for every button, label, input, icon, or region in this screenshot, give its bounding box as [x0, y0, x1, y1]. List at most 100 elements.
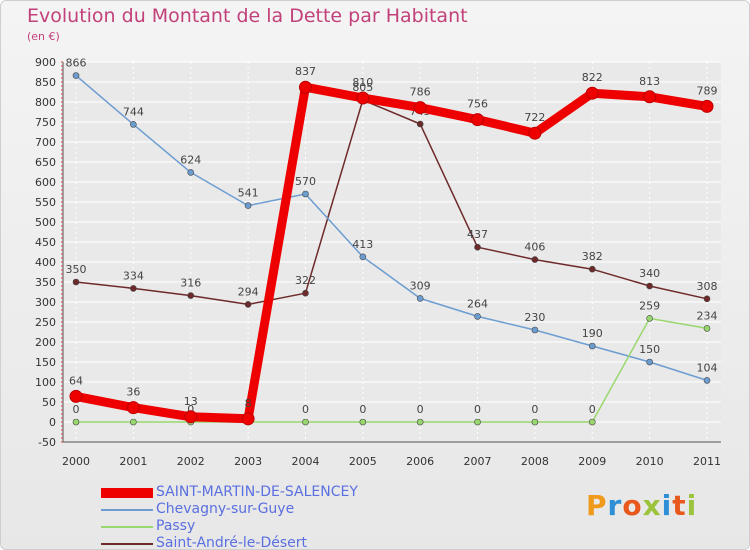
data-point [130, 121, 137, 128]
data-label: 350 [66, 263, 87, 276]
data-label: 437 [467, 228, 488, 241]
y-tick-label: 800 [35, 96, 56, 109]
data-label: 316 [180, 277, 201, 290]
x-tick-label: 2009 [578, 455, 606, 468]
data-label: 413 [352, 238, 373, 251]
logo-letter: x [642, 489, 662, 522]
data-point [588, 265, 596, 273]
legend-label: Saint-André-le-Désert [156, 535, 308, 550]
data-label: 805 [352, 81, 373, 94]
data-point [700, 99, 714, 113]
series-line [75, 99, 708, 306]
chart-title: Evolution du Montant de la Dette par Hab… [27, 5, 468, 27]
data-label: 230 [524, 311, 545, 324]
data-point [244, 202, 252, 209]
data-point [302, 289, 309, 297]
y-tick-label: 850 [35, 76, 56, 89]
y-tick-label: 700 [35, 136, 56, 149]
data-point [130, 285, 137, 292]
x-tick-label: 2008 [521, 455, 549, 468]
proxiti-logo: Proxiti [586, 489, 697, 522]
y-tick-label: -50 [38, 436, 56, 449]
data-point [703, 325, 711, 332]
data-point [528, 126, 542, 140]
x-tick-label: 2005 [349, 455, 377, 468]
data-label: 822 [582, 71, 603, 84]
data-point [298, 80, 312, 94]
data-label: 322 [295, 274, 316, 287]
y-tick-label: 200 [35, 336, 56, 349]
y-tick-label: 400 [35, 256, 56, 269]
logo-letter: r [607, 489, 623, 522]
data-label: 570 [295, 175, 316, 188]
y-tick-label: 300 [35, 296, 56, 309]
data-point [126, 401, 140, 415]
data-label: 264 [467, 297, 488, 310]
data-label: 294 [238, 285, 259, 298]
data-point [356, 91, 370, 105]
legend-label: Passy [156, 518, 196, 534]
data-label: 0 [474, 403, 481, 416]
data-label: 13 [184, 395, 198, 408]
data-label: 64 [69, 374, 83, 387]
data-label: 789 [697, 84, 718, 97]
series-line [75, 317, 708, 423]
data-point [703, 295, 711, 303]
logo-letter: i [661, 489, 673, 522]
data-point [474, 243, 481, 251]
data-point [588, 342, 596, 350]
x-tick-label: 2011 [693, 455, 721, 468]
unit-label: (en €) [27, 30, 60, 43]
x-tick-label: 2004 [291, 455, 319, 468]
y-tick-label: 500 [35, 216, 56, 229]
y-tick-label: 600 [35, 176, 56, 189]
data-point [359, 418, 367, 426]
data-point [531, 256, 539, 263]
data-point [302, 190, 309, 198]
y-tick-label: 550 [35, 196, 56, 209]
y-tick-label: 100 [35, 376, 56, 389]
data-label: 8 [245, 397, 252, 410]
data-label: 150 [639, 343, 660, 356]
data-label: 866 [66, 57, 87, 70]
data-label: 624 [180, 153, 201, 166]
data-label: 813 [639, 75, 660, 88]
data-point [244, 301, 252, 308]
data-point [531, 418, 539, 426]
y-tick-label: 250 [35, 316, 56, 329]
data-point [585, 86, 599, 100]
y-tick-label: 350 [35, 276, 56, 289]
data-point [646, 315, 653, 322]
data-label: 382 [582, 250, 603, 263]
data-point [531, 326, 539, 334]
data-label: 104 [697, 361, 718, 374]
data-point [703, 377, 711, 384]
data-point [646, 358, 653, 366]
data-point [471, 113, 485, 127]
data-label: 744 [123, 105, 144, 118]
data-point [474, 313, 481, 320]
data-point [241, 412, 255, 426]
y-tick-label: 650 [35, 156, 56, 169]
data-label: 837 [295, 65, 316, 78]
y-tick-label: 900 [35, 56, 56, 69]
data-label: 810 [352, 76, 373, 89]
data-label: 406 [524, 241, 545, 254]
data-point [643, 90, 657, 104]
x-tick-label: 2006 [406, 455, 434, 468]
data-point [646, 282, 653, 290]
data-label: 0 [73, 403, 80, 416]
data-point [416, 418, 424, 426]
data-point [72, 278, 80, 286]
data-point [187, 169, 195, 176]
legend-swatch [101, 543, 153, 545]
legend-label: Chevagny-sur-Guye [156, 501, 295, 517]
x-tick-label: 2001 [119, 455, 147, 468]
x-tick-label: 2003 [234, 455, 262, 468]
x-tick-label: 2010 [636, 455, 664, 468]
data-point [72, 418, 80, 426]
y-tick-label: 450 [35, 236, 56, 249]
data-point [416, 120, 424, 128]
data-label: 0 [302, 403, 309, 416]
